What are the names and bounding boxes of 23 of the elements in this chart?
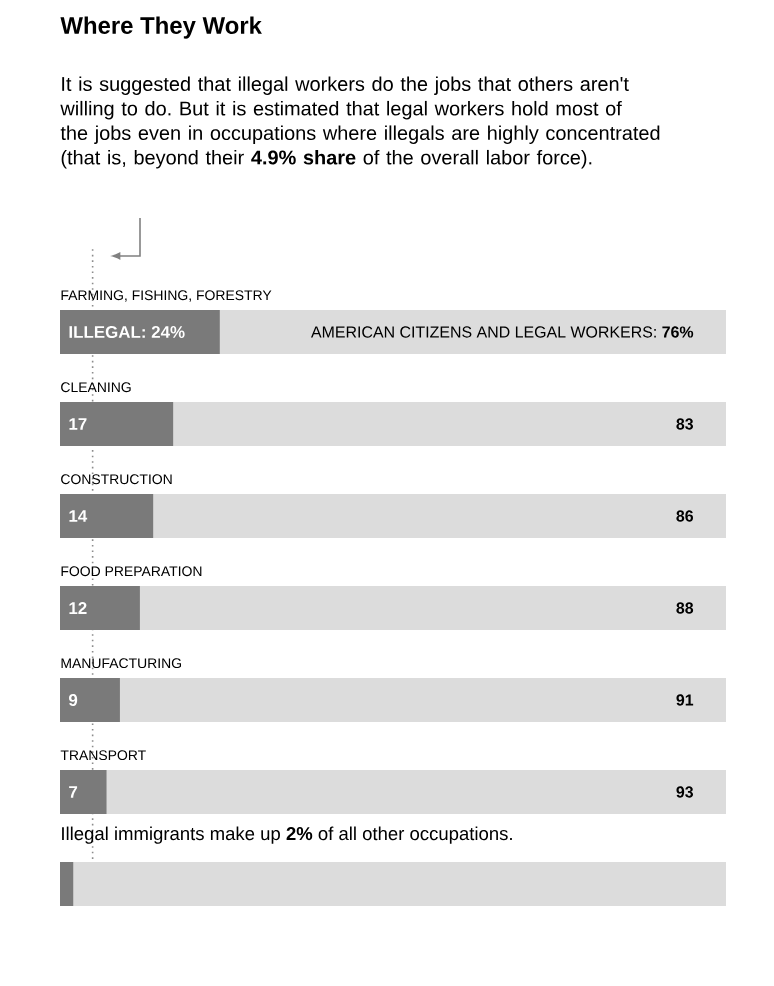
bar bbox=[60, 770, 107, 815]
bar bbox=[60, 310, 220, 355]
data-label: ILLEGAL: 24% bbox=[69, 326, 185, 338]
bar bbox=[173, 402, 727, 447]
data-label: 12 bbox=[69, 602, 87, 614]
bar bbox=[73, 862, 727, 906]
data-label: 14 bbox=[69, 510, 88, 522]
data-label: 17 bbox=[69, 418, 87, 430]
bar bbox=[60, 402, 174, 447]
bar bbox=[60, 586, 140, 631]
bar bbox=[219, 310, 727, 355]
data-label: 7 bbox=[69, 786, 78, 798]
bar bbox=[60, 678, 120, 723]
bar bbox=[139, 586, 727, 631]
y-tick-label: Illegal immigrants make up 2% of all other occupations. bbox=[62, 826, 512, 844]
bar bbox=[106, 770, 727, 815]
bar bbox=[60, 494, 154, 539]
bar bbox=[153, 494, 727, 539]
bar bbox=[119, 678, 727, 723]
chart-subtitle: It is suggested that illegal workers do the jobs that others aren't willing to do. But it is estimated that legal workers hold most of the jobs even in occupations where illegals are highly concentrated (that is, beyond their 4.9% share of the overall labor force). bbox=[60, 76, 660, 169]
chart-title: Where They Work bbox=[60, 16, 262, 39]
data-label: 9 bbox=[68, 694, 78, 706]
bar bbox=[60, 862, 74, 906]
